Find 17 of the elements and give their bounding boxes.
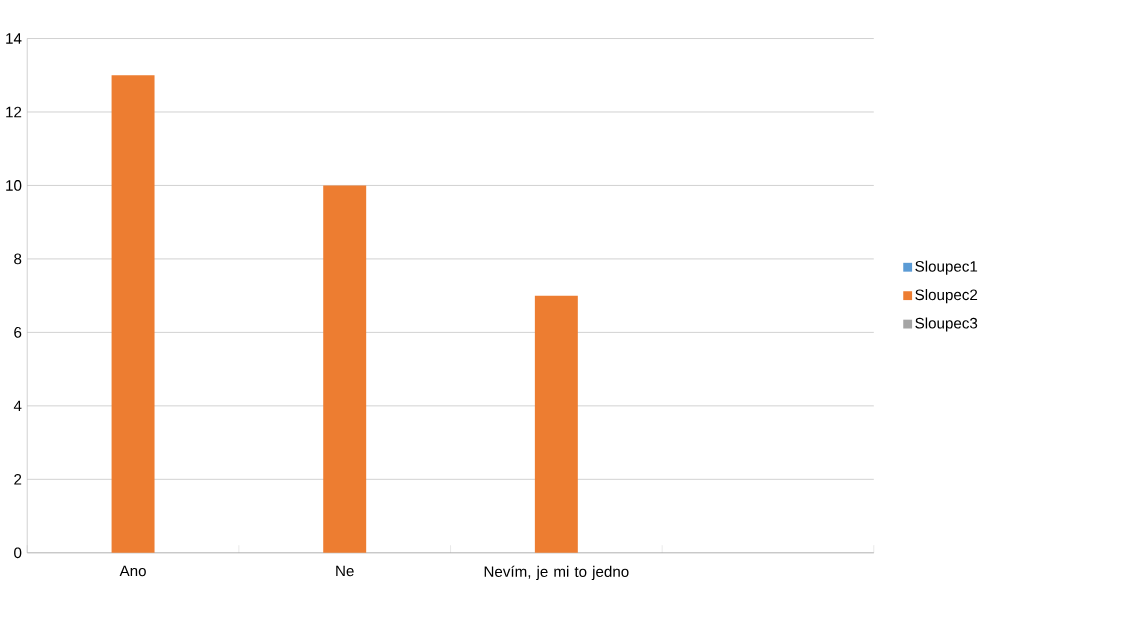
- y-tick-label: 2: [14, 474, 22, 485]
- legend-label: Sloupec2: [915, 289, 978, 304]
- y-tick-label: 6: [14, 327, 22, 338]
- bar: [534, 295, 578, 553]
- x-tick-label: Ne: [336, 565, 354, 577]
- legend-label: Sloupec1: [915, 260, 978, 275]
- y-tick-label: 0: [14, 547, 22, 559]
- legend-label: Sloupec3: [915, 317, 978, 332]
- y-tick-label: 4: [13, 400, 22, 412]
- bar: [323, 185, 367, 553]
- y-tick-label: 8: [14, 253, 22, 265]
- y-tick-label: 14: [6, 33, 22, 44]
- y-tick-label: 12: [6, 106, 22, 118]
- x-tick-label: Ano: [119, 565, 146, 577]
- bar: [111, 75, 155, 553]
- y-tick-label: 10: [6, 180, 22, 191]
- x-tick-label: Nevím, je mi to jedno: [484, 565, 629, 581]
